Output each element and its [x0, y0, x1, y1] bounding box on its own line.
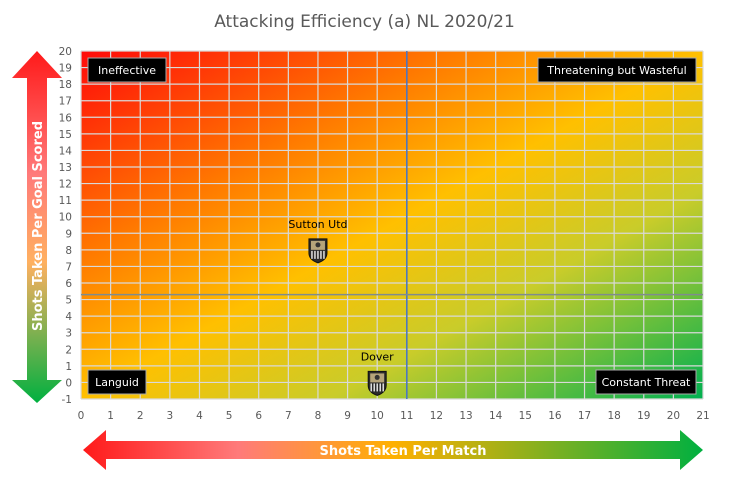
x-tick-label: 10	[371, 410, 384, 422]
x-tick-label: 12	[430, 410, 443, 422]
data-label: Dover	[361, 350, 394, 363]
x-tick-label: 17	[578, 410, 591, 422]
y-tick-label: 12	[59, 179, 72, 191]
x-tick-label: 8	[315, 410, 322, 422]
x-tick-label: 7	[285, 410, 292, 422]
x-tick-label: 18	[607, 410, 620, 422]
quadrant-box-top-right	[537, 57, 697, 83]
y-tick-label: 19	[59, 63, 72, 75]
x-tick-label: 13	[459, 410, 472, 422]
quadrant-label-top-right: Threatening but Wasteful	[546, 64, 686, 77]
x-tick-label: 4	[196, 410, 203, 422]
plot-area	[81, 51, 703, 399]
quadrant-box-top-left	[87, 57, 167, 83]
data-point-dover[interactable]	[367, 370, 387, 396]
y-tick-label: 14	[59, 145, 73, 157]
x-tick-label: 15	[519, 410, 532, 422]
y-tick-label: 8	[65, 245, 72, 257]
x-tick-label: 16	[548, 410, 562, 422]
x-tick-label: 2	[137, 410, 144, 422]
x-axis-label: Shots Taken Per Match	[319, 444, 486, 459]
crest-emblem	[374, 374, 380, 380]
x-tick-label: 9	[344, 410, 351, 422]
x-tick-label: 14	[489, 410, 503, 422]
y-tick-label: 3	[65, 328, 72, 340]
y-tick-label: 7	[65, 261, 72, 273]
x-tick-label: 1	[107, 410, 114, 422]
y-tick-label: 4	[65, 311, 72, 323]
data-label: Sutton Utd	[288, 218, 347, 231]
y-tick-label: 9	[65, 228, 72, 240]
y-tick-label: -1	[62, 394, 72, 406]
quadrant-box-bottom-right	[595, 369, 697, 395]
y-tick-label: 0	[65, 377, 72, 389]
y-tick-label: 1	[65, 361, 72, 373]
y-tick-label: 16	[59, 112, 73, 124]
x-tick-label: 21	[696, 410, 709, 422]
quadrant-box-bottom-left	[87, 369, 147, 395]
y-tick-label: 2	[65, 344, 72, 356]
x-tick-label: 20	[667, 410, 680, 422]
quadrant-label-top-left: Ineffective	[98, 64, 156, 77]
x-tick-label: 11	[400, 410, 413, 422]
crest-emblem	[315, 242, 321, 248]
quadrant-label-bottom-left: Languid	[95, 376, 139, 389]
y-tick-label: 11	[59, 195, 72, 207]
y-tick-label: 17	[59, 96, 72, 108]
y-tick-label: 15	[59, 129, 72, 141]
x-tick-label: 6	[255, 410, 262, 422]
y-tick-label: 13	[59, 162, 72, 174]
y-tick-label: 5	[65, 295, 72, 307]
quadrant-label-bottom-right: Constant Threat	[602, 376, 691, 389]
x-tick-label: 19	[637, 410, 650, 422]
y-axis-arrow	[12, 51, 62, 403]
y-axis-label: Shots Taken Per Goal Scored	[31, 121, 46, 331]
x-tick-label: 0	[78, 410, 85, 422]
x-axis-arrow	[83, 430, 703, 470]
y-tick-label: 20	[59, 46, 72, 58]
x-tick-label: 5	[226, 410, 233, 422]
y-tick-label: 10	[59, 212, 72, 224]
y-tick-label: 18	[59, 79, 72, 91]
data-point-sutton-utd[interactable]	[308, 238, 328, 264]
y-tick-label: 6	[65, 278, 72, 290]
chart-title: Attacking Efficiency (a) NL 2020/21	[214, 12, 515, 32]
x-tick-label: 3	[167, 410, 174, 422]
